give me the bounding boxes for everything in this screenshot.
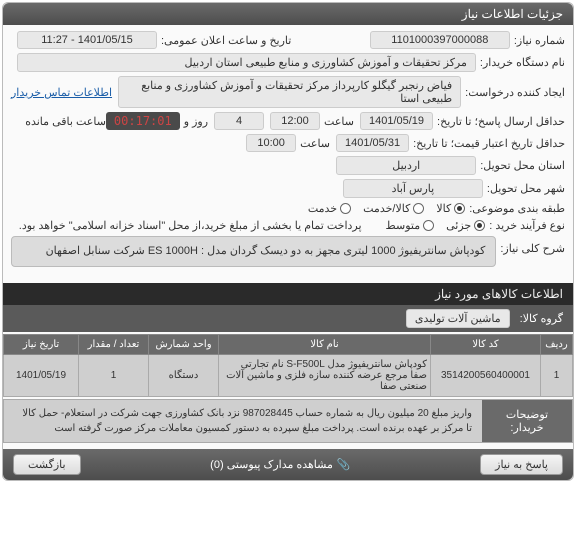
radio-mid-label: متوسط	[386, 219, 421, 232]
col-idx: ردیف	[541, 334, 573, 354]
col-name: نام کالا	[219, 334, 431, 354]
panel-title: جزئیات اطلاعات نیاز	[3, 3, 573, 25]
group-value: ماشین آلات تولیدی	[406, 309, 510, 328]
attachments-link[interactable]: 📎 مشاهده مدارک پیوستی (0)	[210, 458, 350, 471]
need-number-label: شماره نیاز:	[514, 34, 565, 47]
radio-kala-service[interactable]: کالا/خدمت	[363, 202, 424, 215]
explain-label: توضیحات خریدار:	[482, 400, 572, 442]
radio-khadamat-label: خدمت	[308, 202, 337, 215]
radio-kala[interactable]: کالا	[436, 202, 465, 215]
attachments-label: مشاهده مدارک پیوستی (0)	[210, 458, 333, 471]
explain-text: واریز مبلغ 20 میلیون ریال به شماره حساب …	[4, 400, 482, 442]
cell-qty: 1	[79, 354, 149, 396]
deadline-date: 1401/05/19	[360, 112, 433, 130]
radio-mid[interactable]: متوسط	[386, 219, 435, 232]
radio-dot-icon	[340, 203, 351, 214]
description-text: کودپاش سانتریفیوژ 1000 لیتری مجهز به دو …	[11, 236, 496, 267]
validity-hour: 10:00	[246, 134, 296, 152]
items-table: ردیف کد کالا نام کالا واحد شمارش تعداد /…	[3, 334, 573, 397]
radio-kala-label: کالا	[436, 202, 451, 215]
col-qty: تعداد / مقدار	[79, 334, 149, 354]
validity-label: حداقل تاریخ اعتبار قیمت؛ تا تاریخ:	[413, 137, 565, 150]
radio-dot-icon	[474, 220, 485, 231]
radio-khadamat[interactable]: خدمت	[308, 202, 351, 215]
countdown-timer: 00:17:01	[106, 112, 180, 130]
goods-section-title: اطلاعات کالاهای مورد نیاز	[3, 283, 573, 305]
days-remaining: 4	[214, 112, 264, 130]
deadline-hour: 12:00	[270, 112, 320, 130]
saat-label-2: ساعت	[300, 137, 330, 150]
paperclip-icon: 📎	[337, 458, 351, 471]
radio-dot-icon	[423, 220, 434, 231]
category-label: طبقه بندی موضوعی:	[469, 202, 565, 215]
deadline-label: حداقل ارسال پاسخ؛ تا تاریخ:	[437, 115, 565, 128]
col-code: کد کالا	[431, 334, 541, 354]
requester-label: ایجاد کننده درخواست:	[465, 86, 565, 99]
public-date-label: تاریخ و ساعت اعلان عمومی:	[161, 34, 291, 47]
public-date-value: 1401/05/15 - 11:27	[17, 31, 157, 49]
group-label: گروه کالا:	[520, 312, 563, 325]
reply-button[interactable]: پاسخ به نیاز	[480, 454, 563, 475]
radio-partial-label: جزئی	[446, 219, 471, 232]
col-unit: واحد شمارش	[149, 334, 219, 354]
buyer-value: مرکز تحقیقات و آموزش کشاورزی و منابع طبی…	[17, 53, 476, 72]
requester-value: فیاض رنجبر گیگلو کارپرداز مرکز تحقیقات و…	[118, 76, 461, 108]
cell-date: 1401/05/19	[4, 354, 79, 396]
remaining-label: ساعت باقی مانده	[25, 115, 106, 128]
radio-dot-icon	[454, 203, 465, 214]
table-row: 1 3514200560400001 کودپاش سانتریفیوژ مدل…	[4, 354, 573, 396]
cell-name: کودپاش سانتریفیوژ مدل S-F500L نام تجارتی…	[219, 354, 431, 396]
radio-partial[interactable]: جزئی	[446, 219, 485, 232]
province-label: استان محل تحویل:	[480, 159, 565, 172]
back-button[interactable]: بازگشت	[13, 454, 81, 475]
buyer-label: نام دستگاه خریدار:	[480, 56, 565, 69]
radio-dot-icon	[413, 203, 424, 214]
need-number-value: 1101000397000088	[370, 31, 510, 49]
province-value: اردبیل	[336, 156, 476, 175]
cell-code: 3514200560400001	[431, 354, 541, 396]
city-value: پارس آباد	[343, 179, 483, 198]
validity-date: 1401/05/31	[336, 134, 409, 152]
contact-link[interactable]: اطلاعات تماس خریدار	[11, 86, 112, 99]
col-date: تاریخ نیاز	[4, 334, 79, 354]
cell-idx: 1	[541, 354, 573, 396]
description-label: شرح کلی نیاز:	[500, 236, 565, 255]
radio-kala-service-label: کالا/خدمت	[363, 202, 410, 215]
saat-label-1: ساعت	[324, 115, 354, 128]
city-label: شهر محل تحویل:	[487, 182, 565, 195]
process-label: نوع فرآیند خرید :	[489, 219, 565, 232]
days-label: روز و	[184, 115, 208, 128]
cell-unit: دستگاه	[149, 354, 219, 396]
process-note: پرداخت تمام یا بخشی از مبلغ خرید،از محل …	[19, 219, 362, 232]
